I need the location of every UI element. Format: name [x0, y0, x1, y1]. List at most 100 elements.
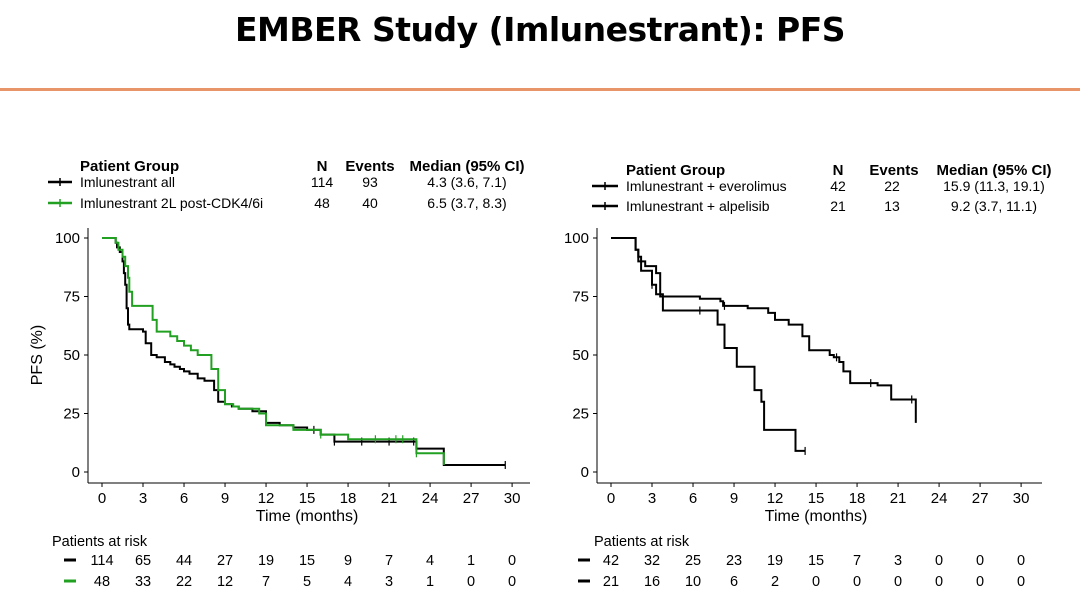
p1-risk-2-6: 4: [344, 574, 352, 590]
p2-legend-label-2: Imlunestrant + alpelisib: [626, 198, 770, 214]
p2-legend-events-2: 13: [884, 198, 900, 214]
p1-header-n: N: [317, 158, 328, 175]
p2-risk-2-2: 10: [685, 574, 701, 590]
p2-x-tick-18: 18: [849, 490, 866, 507]
p1-legend-n-2: 48: [314, 195, 330, 211]
p1-y-tick-75: 75: [63, 289, 80, 306]
p2-y-tick-25: 25: [572, 406, 589, 423]
p2-risk-1-4: 19: [767, 553, 783, 569]
p2-risk-1-3: 23: [726, 553, 742, 569]
p2-km-curve-2: [611, 237, 806, 452]
p1-legend-events-1: 93: [362, 174, 378, 190]
p2-risk-1-7: 3: [894, 553, 902, 569]
p1-risk-1-6: 9: [344, 553, 352, 569]
p2-header-patient-group: Patient Group: [626, 162, 725, 179]
p2-risk-2-8: 0: [935, 574, 943, 590]
p1-risk-1-5: 15: [299, 553, 315, 569]
p1-legend-events-2: 40: [362, 195, 378, 211]
p2-y-tick-0: 0: [581, 464, 589, 481]
p1-y-tick-0: 0: [72, 464, 80, 481]
p1-x-tick-21: 21: [381, 490, 398, 507]
p1-risk-1-7: 7: [385, 553, 393, 569]
p1-x-tick-15: 15: [299, 490, 316, 507]
p1-x-tick-18: 18: [340, 490, 357, 507]
p2-risk-2-9: 0: [976, 574, 984, 590]
p1-risk-2-8: 1: [426, 574, 434, 590]
p2-x-tick-24: 24: [931, 490, 948, 507]
p1-risk-2-0: 48: [94, 574, 110, 590]
p2-x-axis-label: Time (months): [765, 508, 868, 525]
p2-legend-label-1: Imlunestrant + everolimus: [626, 178, 787, 194]
p1-legend-median-2: 6.5 (3.7, 8.3): [427, 195, 506, 211]
p1-legend-n-1: 114: [311, 174, 334, 190]
p2-x-tick-9: 9: [730, 490, 738, 507]
p1-risk-1-2: 44: [176, 553, 192, 569]
p1-risk-2-2: 22: [176, 574, 192, 590]
p2-y-tick-50: 50: [572, 347, 589, 364]
p1-x-tick-3: 3: [139, 490, 147, 507]
p1-x-tick-24: 24: [422, 490, 439, 507]
p2-x-tick-15: 15: [808, 490, 825, 507]
p1-y-tick-50: 50: [63, 347, 80, 364]
p2-km-curve-1: [611, 237, 917, 423]
p1-risk-2-9: 0: [467, 574, 475, 590]
p1-risk-1-8: 4: [426, 553, 434, 569]
p2-risk-1-2: 25: [685, 553, 701, 569]
p2-x-tick-6: 6: [689, 490, 697, 507]
p2-risk-2-6: 0: [853, 574, 861, 590]
title-divider: [0, 88, 1080, 91]
p1-y-tick-100: 100: [55, 230, 80, 247]
p2-legend-events-1: 22: [884, 178, 900, 194]
p2-risk-1-1: 32: [644, 553, 660, 569]
p2-y-tick-100: 100: [564, 230, 589, 247]
p1-header-events: Events: [345, 158, 394, 175]
slide-title: EMBER Study (Imlunestrant): PFS: [234, 10, 846, 49]
p2-risk-1-5: 15: [808, 553, 824, 569]
p1-x-tick-12: 12: [258, 490, 275, 507]
p1-risk-2-5: 5: [303, 574, 311, 590]
p1-risk-2-1: 33: [135, 574, 151, 590]
p1-risk-1-3: 27: [217, 553, 233, 569]
p2-x-tick-0: 0: [607, 490, 615, 507]
p2-x-tick-27: 27: [972, 490, 989, 507]
p1-legend-label-1: Imlunestrant all: [80, 174, 175, 190]
p2-risk-2-4: 2: [771, 574, 779, 590]
p2-x-tick-30: 30: [1013, 490, 1030, 507]
p2-risk-2-1: 16: [644, 574, 660, 590]
p1-risk-2-3: 12: [217, 574, 233, 590]
p1-header-median: Median (95% CI): [409, 158, 524, 175]
p1-risk-1-4: 19: [258, 553, 274, 569]
p2-legend-n-1: 42: [830, 178, 846, 194]
p2-x-tick-12: 12: [767, 490, 784, 507]
p1-risk-title: Patients at risk: [52, 534, 148, 550]
p2-header-median: Median (95% CI): [936, 162, 1051, 179]
p1-y-axis-label: PFS (%): [29, 325, 46, 385]
p2-risk-1-10: 0: [1017, 553, 1025, 569]
p2-header-events: Events: [869, 162, 918, 179]
p1-x-tick-0: 0: [98, 490, 106, 507]
p1-risk-1-10: 0: [508, 553, 516, 569]
p2-risk-1-8: 0: [935, 553, 943, 569]
p2-risk-1-6: 7: [853, 553, 861, 569]
p1-legend-label-2: Imlunestrant 2L post-CDK4/6i: [80, 195, 263, 211]
p1-x-tick-9: 9: [221, 490, 229, 507]
p2-risk-title: Patients at risk: [594, 534, 690, 550]
p2-risk-2-7: 0: [894, 574, 902, 590]
p1-x-tick-27: 27: [463, 490, 480, 507]
p2-x-tick-21: 21: [890, 490, 907, 507]
p1-x-axis-label: Time (months): [256, 508, 359, 525]
km-plot-overall: Patient Group N Events Median (95% CI) Imlun…: [29, 158, 530, 590]
p2-risk-2-5: 0: [812, 574, 820, 590]
p1-risk-2-7: 3: [385, 574, 393, 590]
p2-risk-1-9: 0: [976, 553, 984, 569]
p2-risk-2-10: 0: [1017, 574, 1025, 590]
p1-y-tick-25: 25: [63, 406, 80, 423]
p1-km-curve-1: [102, 237, 506, 466]
p2-x-tick-3: 3: [648, 490, 656, 507]
p2-risk-1-0: 42: [603, 553, 619, 569]
p2-risk-2-0: 21: [603, 574, 619, 590]
p1-header-patient-group: Patient Group: [80, 158, 179, 175]
p1-x-tick-30: 30: [504, 490, 521, 507]
p1-risk-1-0: 114: [90, 553, 113, 569]
p2-legend-median-2: 9.2 (3.7, 11.1): [951, 198, 1037, 214]
